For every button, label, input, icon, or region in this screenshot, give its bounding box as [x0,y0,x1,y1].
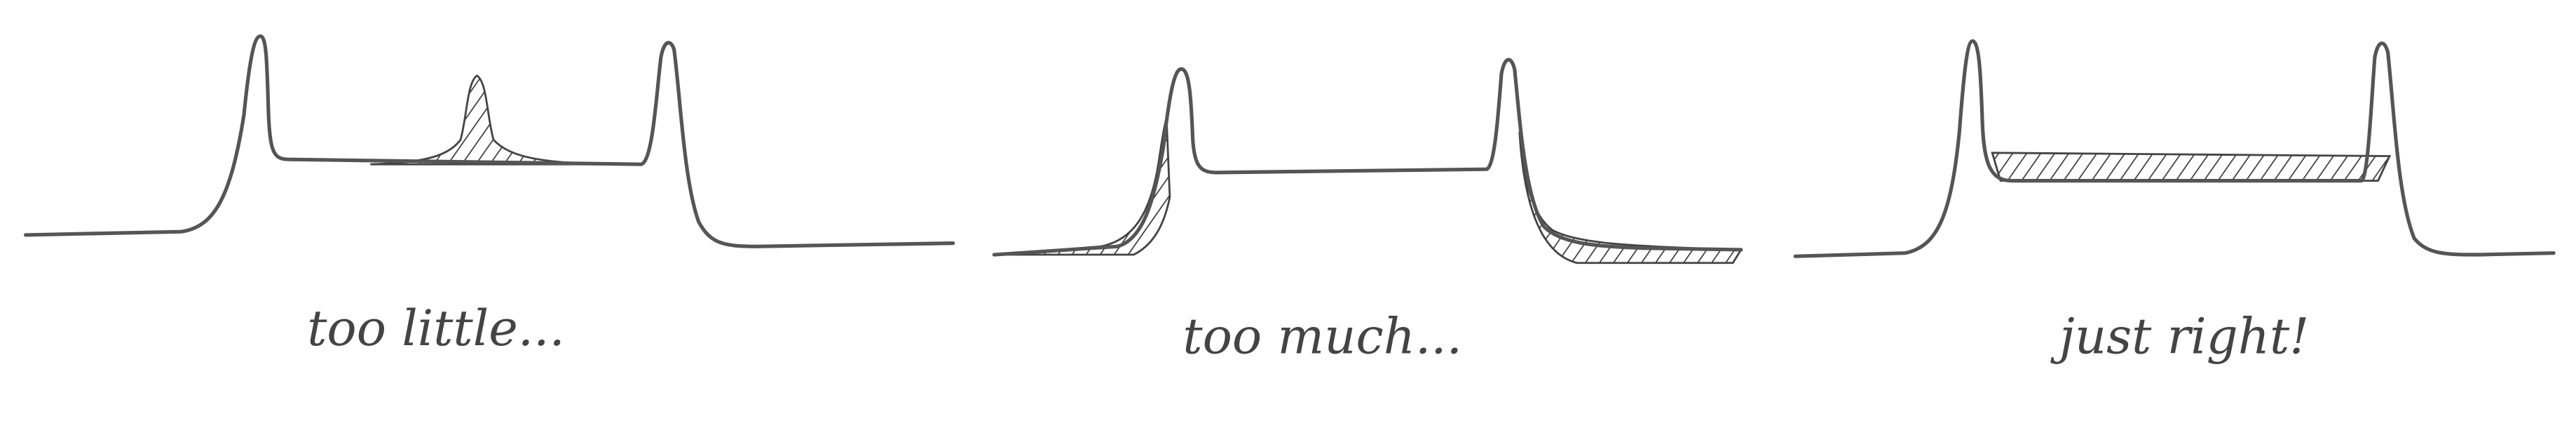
hatched-right-wing [1518,131,1743,264]
hatched-band [1991,152,2392,182]
caption: just right! [2050,308,2309,366]
panel-just-right: just right! [1793,39,2556,366]
caption: too much... [1183,308,1462,366]
panel-too-much: too much... [992,58,1743,366]
spectrum-curve [23,34,955,248]
spectrum-curve [1793,39,2556,258]
hatched-left-wing [994,118,1171,256]
caption: too little... [307,300,565,357]
panel-too-little: too little... [23,34,955,357]
hatched-bump [370,74,606,166]
spectrum-curve [992,58,1743,257]
